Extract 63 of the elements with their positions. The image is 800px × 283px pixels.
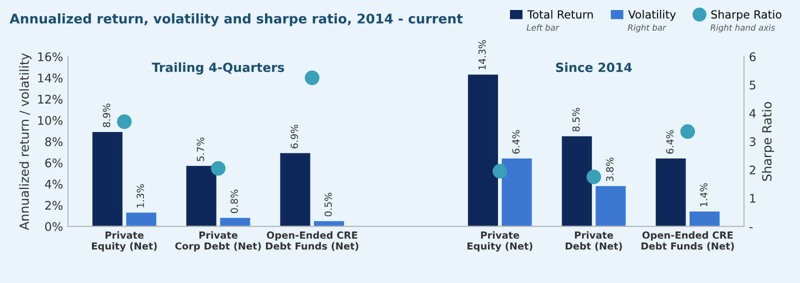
chart-title: Annualized return, volatility and sharpe ratio, 2014 - current [10,13,463,26]
y2-tick-label: 5 [750,80,756,90]
y-tick-label: 0% [45,222,62,232]
point [492,164,508,178]
y-tick-label: 8% [45,137,62,146]
y-tick-label: 6% [45,158,62,168]
text: Left bar [526,24,560,31]
data-label: 1.4% [700,183,708,206]
y2-tick-label: 6 [750,52,756,62]
bar [656,158,686,226]
point [304,70,320,86]
bar [220,218,250,226]
annotation: Since 2014 [556,62,632,72]
bar [690,212,720,226]
annotation: Trailing 4-Quarters [152,62,284,75]
legend-label: Sharpe Ratio [711,10,782,21]
point [210,161,226,176]
bar [596,186,626,226]
data-label: 0.5% [324,192,332,216]
y-tick-label: 12% [38,94,62,104]
data-label: 8.9% [102,104,110,128]
x-tick-label: Private Debt (Net) [566,231,622,251]
x-tick-label: Private Corp Debt (Net) [175,231,261,252]
y-tick-label: 2% [45,200,62,210]
bar [186,166,216,226]
bar [280,153,310,226]
legend-label: Volatility [628,10,676,21]
y-tick-label: 10% [38,116,62,125]
y-axis-title: Annualized return / volatility [19,53,32,230]
y2-tick-label: 2 [750,166,756,174]
bar [126,212,156,226]
point [117,114,132,129]
data-label: 8.5% [572,108,580,132]
data-label: 6.4% [666,130,674,154]
x-tick-label: Open-Ended CRE Debt Funds (Net) [642,231,734,251]
data-label: 6.4% [512,130,520,154]
data-label: 6.9% [290,124,298,148]
x-tick-label: Private Equity (Net) [92,231,157,252]
y2-axis-title: Sharpe Ratio [762,102,774,181]
point [586,170,602,184]
bar [562,136,592,226]
x-tick-label: Private Equity (Net) [468,231,532,252]
y2-tick-label: 1 [750,194,756,203]
data-label: 5.7% [196,138,204,161]
x-tick-label: Open-Ended CRE Debt Funds (Net) [266,231,358,251]
bar [502,158,532,226]
y2-tick-label: - [749,227,753,228]
data-label: 3.8% [606,158,614,182]
point [680,124,695,139]
data-label: 1.3% [136,184,144,208]
bar [92,132,122,226]
y-tick-label: 14% [38,74,62,82]
legend-label: Total Return [527,10,593,19]
text: Right bar [628,24,666,32]
bar [468,74,498,226]
y-tick-label: 4% [44,180,62,189]
y2-tick-label: 3 [750,137,756,146]
text: Right hand axis [710,24,775,32]
bar [314,221,344,226]
y-tick-label: 16% [38,52,62,62]
data-label: 14.3% [478,40,486,70]
data-label: 0.8% [230,190,238,214]
y2-tick-label: 4 [749,109,756,118]
